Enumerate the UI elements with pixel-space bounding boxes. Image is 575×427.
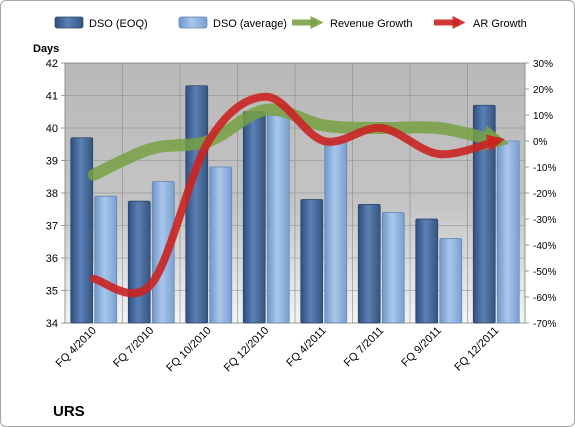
y-tick-label: 41: [46, 91, 58, 103]
y-tick-label: 37: [46, 221, 58, 233]
bar-dso-average: [266, 114, 290, 324]
legend-label-dso-eoq: DSO (EOQ): [89, 18, 148, 30]
bar-dso-eoq: [415, 218, 439, 324]
bar-dso-average: [496, 140, 520, 324]
y2-tick-label: -10%: [533, 163, 556, 174]
y2-tick-label: -40%: [533, 241, 556, 252]
legend-label-dso-average: DSO (average): [213, 18, 287, 30]
y-tick-label: 38: [46, 188, 58, 200]
bar-dso-eoq: [300, 199, 324, 324]
y2-tick-label: 30%: [533, 59, 553, 70]
bar-dso-average: [209, 166, 233, 324]
x-tick-label: FQ 7/2011: [342, 325, 387, 370]
x-tick-label: FQ 12/2010: [222, 325, 272, 375]
legend-swatch-dso-average: [178, 16, 208, 29]
y2-tick-label: -70%: [533, 319, 556, 330]
line-ar-growth: [89, 92, 505, 298]
y2-tick-label: 10%: [533, 111, 553, 122]
y-tick-label: 36: [46, 253, 58, 265]
y2-tick-label: -50%: [533, 267, 556, 278]
growth-lines: [87, 92, 510, 298]
x-tick-label: FQ 10/2010: [164, 325, 214, 375]
y-tick-label: 42: [46, 58, 58, 70]
bar-dso-eoq: [127, 200, 151, 324]
y-tick-label: 35: [46, 286, 58, 298]
chart-title: URS: [53, 403, 85, 420]
x-tick-label: FQ 12/2011: [452, 325, 501, 374]
legend-label-revenue-growth: Revenue Growth: [330, 18, 413, 30]
x-tick-label: FQ 9/2011: [399, 325, 444, 370]
bar-dso-eoq: [185, 85, 209, 324]
y2-tick-label: 0%: [533, 137, 548, 148]
y-tick-label: 34: [46, 318, 58, 330]
grid: [65, 63, 525, 323]
x-tick-label: FQ 7/2010: [111, 325, 156, 370]
bar-dso-average: [94, 195, 118, 324]
y-tick-label: 40: [46, 123, 58, 135]
bar-dso-eoq: [242, 111, 266, 324]
bar-dso-eoq: [472, 104, 496, 324]
y-tick-label: 39: [46, 156, 58, 168]
bar-dso-average: [324, 140, 348, 324]
x-tick-label: FQ 4/2010: [54, 325, 99, 370]
bar-dso-eoq: [357, 204, 381, 324]
legend-swatch-dso-eoq: [54, 16, 84, 29]
y-axis-label: Days: [33, 43, 59, 55]
x-tick-label: FQ 4/2011: [284, 325, 329, 370]
bar-dso-average: [439, 238, 463, 324]
y2-tick-label: -30%: [533, 215, 556, 226]
bar-dso-average: [381, 212, 405, 324]
y2-tick-label: -20%: [533, 189, 556, 200]
legend: DSO (EOQ) DSO (average) Revenue Growth A…: [54, 15, 527, 30]
bar-dso-eoq: [70, 137, 94, 324]
legend-label-ar-growth: AR Growth: [473, 18, 527, 30]
y2-tick-label: 20%: [533, 85, 553, 96]
y2-tick-label: -60%: [533, 293, 556, 304]
